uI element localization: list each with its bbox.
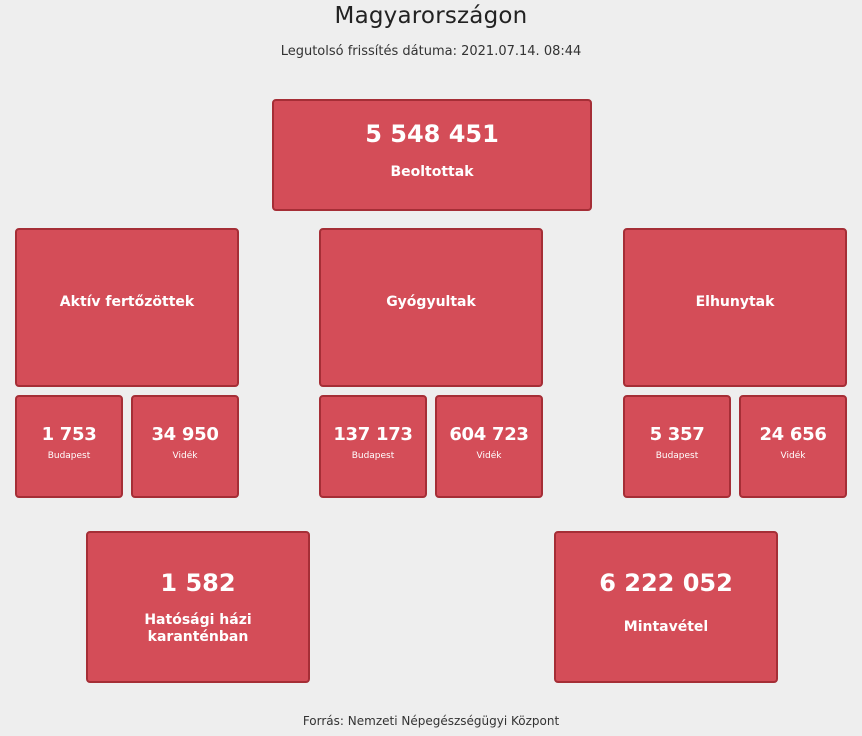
recovered-videk-card: 604 723 Vidék <box>435 395 543 498</box>
active-infected-budapest-card: 1 753 Budapest <box>15 395 123 498</box>
quarantine-value: 1 582 <box>160 569 236 597</box>
recovered-label: Gyógyultak <box>386 294 476 310</box>
vaccinated-card: 5 548 451 Beoltottak <box>272 99 592 211</box>
sampling-card: 6 222 052 Mintavétel <box>554 531 778 683</box>
deceased-label: Elhunytak <box>695 294 775 310</box>
deceased-budapest-card: 5 357 Budapest <box>623 395 731 498</box>
active-infected-card: Aktív fertőzöttek <box>15 228 239 387</box>
active-infected-budapest-value: 1 753 <box>41 424 97 445</box>
vaccinated-label: Beoltottak <box>390 164 474 180</box>
vaccinated-value: 5 548 451 <box>365 120 499 148</box>
recovered-videk-label: Vidék <box>476 451 502 461</box>
recovered-budapest-card: 137 173 Budapest <box>319 395 427 498</box>
source-footer: Forrás: Nemzeti Népegészségügyi Központ <box>302 714 560 728</box>
quarantine-label-line1: Hatósági házi <box>144 612 252 628</box>
page-title: Magyarországon <box>334 3 528 29</box>
recovered-card: Gyógyultak <box>319 228 543 387</box>
active-infected-videk-label: Vidék <box>172 451 198 461</box>
deceased-budapest-value: 5 357 <box>649 424 705 445</box>
last-update-text: Legutolsó frissítés dátuma: 2021.07.14. … <box>280 44 582 59</box>
active-infected-label: Aktív fertőzöttek <box>59 294 195 310</box>
recovered-videk-value: 604 723 <box>449 424 529 445</box>
active-infected-budapest-label: Budapest <box>47 451 91 461</box>
recovered-budapest-value: 137 173 <box>333 424 413 445</box>
sampling-label: Mintavétel <box>623 619 709 635</box>
deceased-videk-value: 24 656 <box>759 424 827 445</box>
quarantine-card: 1 582 Hatósági házi karanténban <box>86 531 310 683</box>
recovered-budapest-label: Budapest <box>351 451 395 461</box>
quarantine-label-line2: karanténban <box>147 629 249 645</box>
deceased-videk-card: 24 656 Vidék <box>739 395 847 498</box>
deceased-card: Elhunytak <box>623 228 847 387</box>
deceased-budapest-label: Budapest <box>655 451 699 461</box>
sampling-value: 6 222 052 <box>599 569 733 597</box>
active-infected-videk-value: 34 950 <box>151 424 219 445</box>
deceased-videk-label: Vidék <box>780 451 806 461</box>
active-infected-videk-card: 34 950 Vidék <box>131 395 239 498</box>
